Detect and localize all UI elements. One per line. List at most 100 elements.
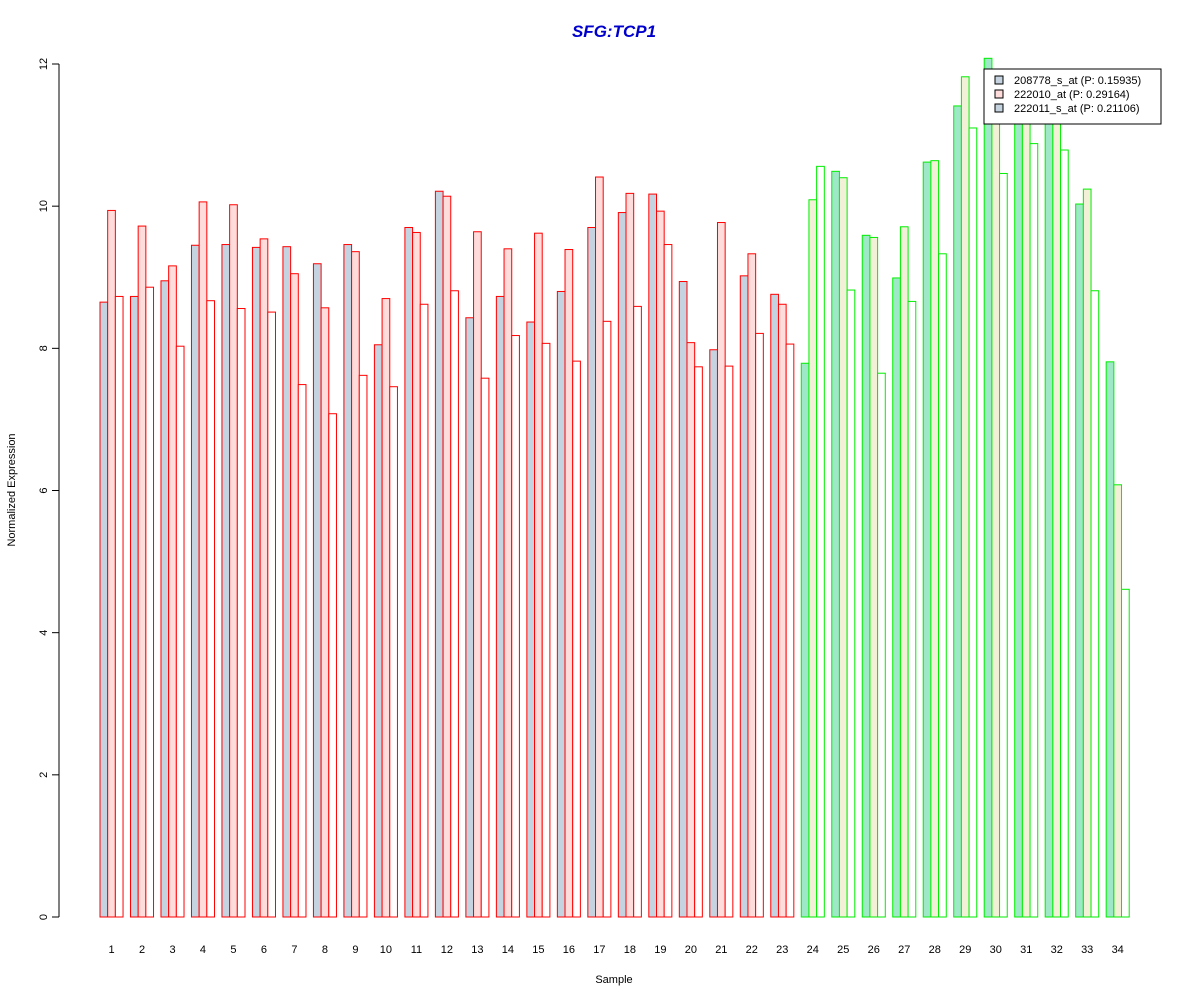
legend-entry: 222010_at (P: 0.29164) <box>1014 89 1130 101</box>
x-tick-label: 2 <box>139 944 145 956</box>
bar <box>534 232 543 918</box>
x-tick-label: 3 <box>169 944 175 956</box>
bar <box>343 244 353 918</box>
legend-box <box>983 68 1162 125</box>
x-tick-label: 6 <box>261 944 267 956</box>
bar <box>541 342 551 918</box>
bar <box>938 253 947 918</box>
bar <box>846 289 856 918</box>
bar <box>450 290 459 918</box>
bar <box>320 307 330 918</box>
bar <box>678 281 688 918</box>
bar <box>602 320 612 918</box>
bar <box>991 82 1001 918</box>
chart-title: SFG:TCP1 <box>572 22 656 41</box>
bar <box>175 345 185 918</box>
bar <box>442 195 452 918</box>
y-tick-label: 10 <box>38 200 50 212</box>
bar <box>1082 188 1092 918</box>
bar <box>358 374 368 918</box>
bar <box>312 263 322 918</box>
bar <box>434 190 444 918</box>
bar <box>831 170 840 918</box>
bar <box>907 300 917 918</box>
bar <box>206 300 216 918</box>
x-tick-label: 14 <box>502 944 514 956</box>
bar <box>480 377 490 918</box>
x-tick-label: 15 <box>532 944 544 956</box>
bars <box>99 57 1130 918</box>
bar <box>1014 110 1023 918</box>
bar <box>716 222 726 918</box>
bar <box>755 332 764 918</box>
bar <box>129 295 139 918</box>
x-tick-label: 17 <box>593 944 605 956</box>
y-tick-label: 6 <box>38 487 50 493</box>
x-tick-label: 30 <box>990 944 1002 956</box>
x-tick-label: 10 <box>380 944 392 956</box>
bar <box>1021 104 1031 918</box>
x-tick-label: 28 <box>929 944 941 956</box>
y-tick-label: 12 <box>38 58 50 70</box>
bar <box>107 209 116 918</box>
bar <box>617 212 627 918</box>
bar <box>381 298 391 918</box>
bar <box>526 321 536 918</box>
bar <box>892 277 901 918</box>
bar <box>770 293 779 918</box>
x-tick-label: 32 <box>1051 944 1063 956</box>
legend-swatch <box>994 75 1004 85</box>
x-axis-title: Sample <box>595 974 632 986</box>
bar <box>899 226 909 918</box>
bar <box>267 311 276 918</box>
bar <box>259 238 269 918</box>
bar <box>983 57 993 918</box>
bar <box>953 105 962 918</box>
bar <box>1121 588 1130 918</box>
x-tick-label: 24 <box>807 944 819 956</box>
bar <box>99 301 109 918</box>
bar <box>1105 361 1115 918</box>
y-tick-label: 0 <box>38 914 50 920</box>
x-tick-label: 27 <box>898 944 910 956</box>
legend-swatch <box>994 89 1004 99</box>
bar <box>595 176 604 918</box>
bar <box>922 161 932 918</box>
legend-entry: 222011_s_at (P: 0.21106) <box>1014 103 1140 115</box>
bar <box>290 273 299 918</box>
x-tick-label: 29 <box>959 944 971 956</box>
bar <box>648 193 658 918</box>
bar <box>877 372 886 918</box>
x-tick-labels: 1 2 3 4 5 6 7 8 9 10 11 12 13 14 15 16 17 18 19 20 21 22 23 24 2… <box>108 944 1123 956</box>
bar <box>564 249 574 918</box>
bar <box>190 244 200 918</box>
x-tick-label: 20 <box>685 944 697 956</box>
bar <box>1075 203 1084 918</box>
bar <box>572 360 581 918</box>
bar <box>587 226 597 918</box>
bar <box>816 165 825 918</box>
bar <box>663 244 673 918</box>
x-tick-label: 16 <box>563 944 575 956</box>
bar <box>999 172 1008 918</box>
bar <box>808 199 818 918</box>
bar <box>511 335 520 918</box>
bar <box>930 160 940 918</box>
bar <box>145 286 155 918</box>
x-tick-label: 21 <box>715 944 727 956</box>
x-tick-label: 22 <box>746 944 758 956</box>
bar <box>419 303 429 918</box>
bar <box>960 76 970 918</box>
y-axis-title: Normalized Expression <box>6 433 18 546</box>
y-tick-label: 8 <box>38 345 50 351</box>
bar <box>251 246 261 918</box>
bar <box>869 236 879 918</box>
bar <box>114 295 124 918</box>
bar <box>1060 149 1069 918</box>
bar <box>968 127 978 918</box>
bar <box>656 210 665 918</box>
bar <box>1044 111 1054 918</box>
x-tick-label: 25 <box>837 944 849 956</box>
bar <box>709 349 718 918</box>
legend-swatch <box>994 103 1004 113</box>
